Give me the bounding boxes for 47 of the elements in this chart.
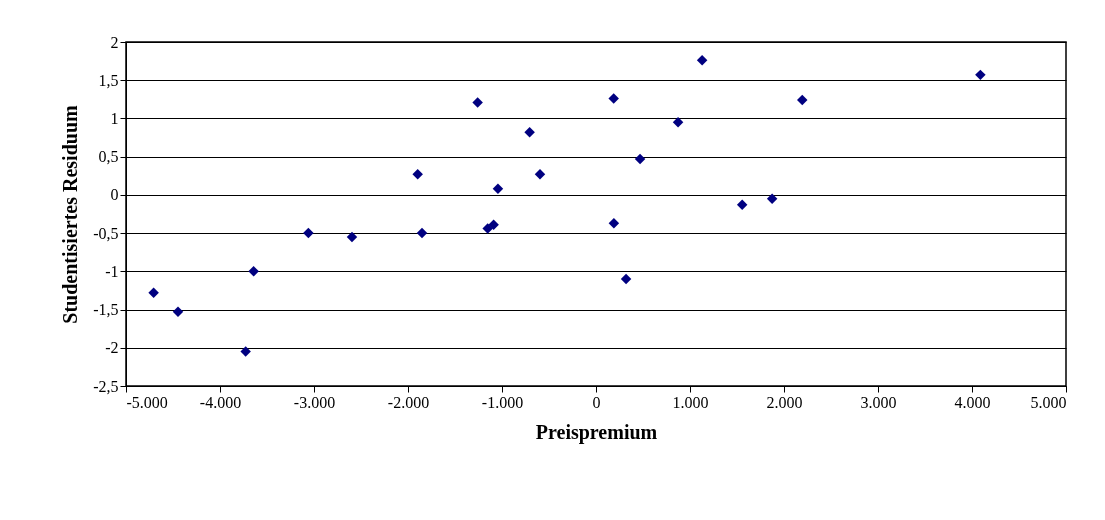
- point: [608, 93, 619, 104]
- point: [303, 227, 314, 239]
- point: [524, 126, 535, 138]
- point: [672, 117, 684, 128]
- point: [620, 273, 632, 285]
- point: [482, 223, 493, 234]
- y-tick-label: -1: [105, 262, 119, 280]
- x-axis-title: Preispremium: [535, 420, 658, 444]
- point: [634, 153, 646, 165]
- point: [736, 199, 748, 211]
- x-tick-label: 4.000: [954, 393, 991, 411]
- point: [240, 346, 251, 357]
- point: [346, 231, 358, 243]
- y-tick-label: 1: [110, 109, 119, 127]
- y-tick-label: 0,5: [98, 148, 119, 166]
- point: [416, 227, 428, 239]
- point: [696, 55, 708, 66]
- x-tick-label: 3.000: [860, 393, 897, 411]
- y-tick-label: -1,5: [93, 301, 119, 319]
- y-tick-label: 0: [110, 186, 119, 204]
- point: [412, 169, 423, 180]
- x-tick-label: -2.000: [387, 393, 430, 411]
- point: [766, 193, 778, 204]
- x-tick-label: -1.000: [481, 393, 524, 411]
- point: [975, 69, 986, 81]
- point: [488, 219, 499, 230]
- x-tick-label: -3.000: [293, 393, 336, 411]
- point: [148, 287, 159, 298]
- point: [796, 94, 808, 106]
- point: [534, 169, 546, 180]
- x-tick-label: 0: [592, 393, 601, 411]
- point: [172, 306, 184, 318]
- point: [472, 97, 483, 108]
- y-tick-label: -0,5: [93, 224, 119, 242]
- x-tick-label: -5.000: [126, 393, 168, 411]
- point: [608, 217, 620, 229]
- y-tick-label: -2,5: [93, 377, 119, 395]
- y-tick-label: 2: [110, 33, 119, 51]
- point: [492, 183, 504, 195]
- y-axis-title: Studentisiertes Residuum: [59, 104, 82, 324]
- y-tick-label: -2: [105, 339, 119, 357]
- x-tick-label: -4.000: [199, 393, 242, 411]
- x-tick-label: 1.000: [672, 393, 709, 411]
- y-tick-label: 1,5: [98, 71, 119, 89]
- x-tick-label: 5.000: [1030, 393, 1067, 411]
- point: [248, 266, 259, 277]
- x-tick-label: 2.000: [766, 393, 803, 411]
